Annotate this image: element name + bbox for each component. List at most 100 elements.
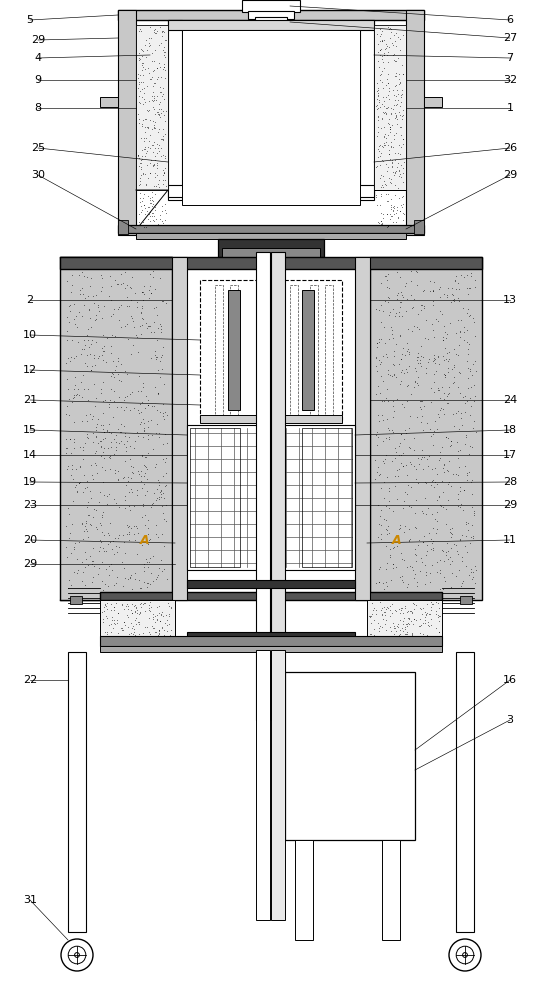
Point — [382, 521, 390, 537]
Point — [374, 80, 383, 96]
Point — [99, 504, 107, 520]
Point — [435, 552, 444, 568]
Bar — [200, 280, 342, 420]
Point — [383, 38, 392, 54]
Point — [401, 518, 409, 534]
Point — [149, 157, 158, 173]
Point — [86, 483, 95, 499]
Point — [130, 603, 139, 619]
Point — [392, 53, 401, 69]
Point — [403, 579, 411, 595]
Point — [83, 507, 92, 523]
Point — [159, 39, 168, 55]
Point — [162, 435, 171, 451]
Point — [411, 461, 420, 477]
Point — [449, 375, 457, 391]
Point — [455, 532, 464, 548]
Point — [375, 143, 383, 159]
Point — [94, 435, 103, 451]
Text: 31: 31 — [23, 895, 37, 905]
Point — [414, 345, 423, 361]
Point — [112, 538, 120, 554]
Point — [84, 529, 93, 545]
Point — [372, 335, 381, 351]
Point — [124, 469, 133, 485]
Point — [109, 602, 118, 618]
Point — [161, 70, 170, 86]
Text: 20: 20 — [23, 535, 37, 545]
Point — [440, 553, 449, 569]
Point — [101, 608, 110, 624]
Point — [81, 435, 89, 451]
Point — [380, 455, 389, 471]
Point — [114, 605, 122, 621]
Point — [149, 548, 157, 564]
Point — [426, 606, 435, 622]
Point — [372, 602, 380, 618]
Point — [133, 344, 142, 360]
Point — [88, 288, 97, 304]
Point — [456, 385, 464, 401]
Point — [66, 525, 74, 541]
Point — [131, 565, 140, 581]
Point — [140, 61, 149, 77]
Point — [69, 390, 78, 406]
Point — [113, 350, 122, 366]
Point — [139, 292, 147, 308]
Point — [377, 205, 385, 221]
Point — [107, 345, 115, 361]
Point — [383, 127, 392, 143]
Point — [107, 562, 116, 578]
Point — [114, 530, 122, 546]
Text: 5: 5 — [27, 15, 34, 25]
Point — [404, 344, 413, 360]
Point — [417, 442, 426, 458]
Point — [430, 474, 439, 490]
Point — [112, 612, 121, 628]
Bar — [271, 252, 285, 720]
Point — [134, 525, 143, 541]
Bar — [325, 285, 333, 415]
Point — [458, 417, 467, 433]
Point — [137, 198, 145, 214]
Point — [125, 386, 134, 402]
Point — [387, 422, 396, 438]
Point — [144, 431, 152, 447]
Point — [430, 423, 438, 439]
Point — [373, 497, 382, 513]
Point — [398, 574, 407, 590]
Point — [141, 49, 150, 65]
Point — [154, 101, 163, 117]
Point — [157, 131, 165, 147]
Point — [141, 94, 150, 110]
Point — [376, 466, 385, 482]
Point — [137, 326, 145, 342]
Point — [396, 203, 404, 219]
Point — [121, 389, 130, 405]
Point — [134, 70, 143, 86]
Point — [136, 217, 145, 233]
Point — [380, 176, 389, 192]
Point — [65, 391, 74, 407]
Point — [113, 615, 121, 631]
Point — [124, 518, 133, 534]
Point — [466, 280, 474, 296]
Point — [120, 469, 128, 485]
Point — [75, 459, 84, 475]
Point — [470, 413, 479, 429]
Point — [430, 352, 438, 368]
Point — [398, 613, 407, 629]
Point — [399, 160, 408, 176]
Point — [103, 496, 112, 512]
Point — [98, 604, 106, 620]
Point — [449, 406, 457, 422]
Point — [447, 433, 455, 449]
Point — [154, 124, 163, 140]
Point — [387, 138, 396, 154]
Point — [156, 94, 164, 110]
Point — [134, 150, 143, 166]
Point — [144, 188, 152, 204]
Point — [395, 190, 404, 206]
Point — [399, 66, 408, 82]
Point — [68, 277, 76, 293]
